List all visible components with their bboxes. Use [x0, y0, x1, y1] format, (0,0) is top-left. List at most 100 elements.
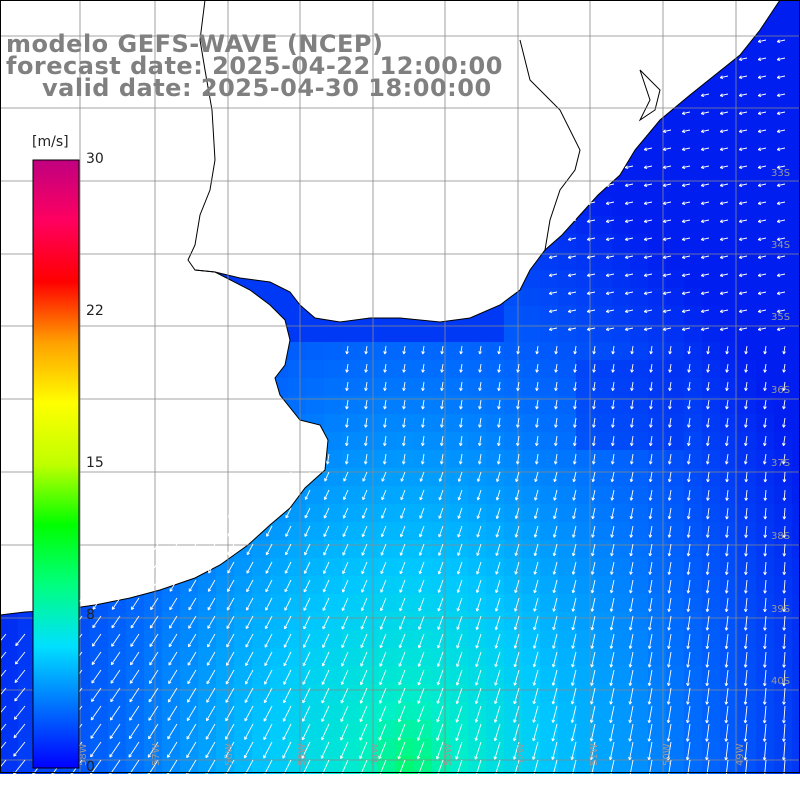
wind-arrow — [571, 651, 577, 668]
field-cell — [558, 576, 576, 594]
field-cell — [396, 684, 414, 702]
wind-arrow — [719, 273, 729, 278]
field-cell — [630, 450, 648, 468]
wind-arrow — [478, 435, 482, 447]
field-cell — [594, 252, 612, 270]
field-cell — [792, 666, 800, 684]
wind-arrow — [609, 723, 615, 742]
wind-arrow — [763, 543, 767, 557]
field-cell — [792, 702, 800, 720]
wind-arrow — [743, 705, 748, 724]
field-cell — [648, 360, 666, 378]
wind-arrow — [686, 525, 691, 538]
wind-arrow — [265, 561, 273, 574]
field-cell — [360, 522, 378, 540]
field-cell — [324, 360, 342, 378]
field-cell — [396, 486, 414, 504]
wind-arrow — [166, 759, 178, 777]
field-cell — [774, 522, 792, 540]
field-cell — [270, 558, 288, 576]
wind-arrow — [648, 507, 653, 520]
wind-arrow — [360, 633, 368, 649]
field-cell — [738, 504, 756, 522]
field-cell — [378, 666, 396, 684]
wind-arrow — [591, 471, 596, 483]
wind-arrow — [757, 291, 767, 296]
field-cell — [684, 432, 702, 450]
wind-arrow — [705, 741, 710, 761]
wind-arrow — [227, 525, 235, 537]
field-cell — [558, 666, 576, 684]
field-cell — [738, 360, 756, 378]
wind-arrow — [724, 741, 729, 761]
wind-arrow — [724, 561, 729, 575]
field-cell — [378, 414, 396, 432]
wind-arrow — [662, 219, 672, 224]
field-cell — [630, 504, 648, 522]
wind-arrow — [285, 489, 292, 500]
field-cell — [504, 468, 522, 486]
wind-arrow — [573, 417, 577, 428]
wind-arrow — [531, 759, 539, 779]
wind-arrow — [687, 399, 691, 410]
field-cell — [792, 288, 800, 306]
wind-arrow — [681, 201, 691, 206]
field-cell — [720, 234, 738, 252]
wind-arrow — [643, 219, 653, 224]
field-cell — [522, 468, 540, 486]
wind-arrow — [668, 363, 672, 373]
wind-arrow — [418, 615, 425, 630]
wind-arrow — [381, 489, 387, 501]
field-cell — [684, 324, 702, 342]
wind-arrow — [666, 687, 672, 705]
wind-arrow — [516, 417, 520, 428]
field-cell — [306, 486, 324, 504]
wind-arrow — [440, 381, 444, 392]
field-cell — [306, 504, 324, 522]
wind-arrow — [554, 381, 558, 392]
field-cell — [594, 360, 612, 378]
field-cell — [288, 558, 306, 576]
wind-arrow — [776, 291, 786, 296]
wind-arrow — [687, 381, 691, 392]
field-cell — [342, 738, 360, 756]
field-cell — [612, 342, 630, 360]
wind-arrow — [608, 741, 615, 761]
field-cell — [612, 414, 630, 432]
wind-arrow — [91, 669, 102, 684]
wind-arrow — [380, 525, 387, 538]
field-cell — [648, 144, 666, 162]
wind-arrow — [495, 507, 501, 519]
field-cell — [468, 468, 486, 486]
field-cell — [666, 144, 684, 162]
wind-arrow — [668, 381, 672, 392]
wind-arrow — [624, 309, 634, 314]
field-cell — [540, 450, 558, 468]
field-cell — [396, 360, 414, 378]
wind-arrow — [757, 165, 767, 170]
wind-arrow — [763, 597, 767, 613]
wind-arrow — [782, 561, 787, 575]
field-cell — [468, 396, 486, 414]
field-cell — [0, 756, 18, 774]
wind-arrow — [282, 759, 292, 778]
wind-arrow — [476, 543, 482, 556]
wind-arrow — [532, 687, 539, 705]
field-cell — [270, 738, 288, 756]
wind-arrow — [420, 453, 425, 465]
field-cell — [162, 666, 180, 684]
field-cell — [774, 702, 792, 720]
wind-arrow — [437, 561, 444, 575]
wind-arrow — [757, 111, 767, 116]
wind-arrow — [497, 381, 501, 392]
wind-arrow — [435, 759, 444, 778]
wind-arrow — [378, 723, 387, 741]
field-cell — [630, 342, 648, 360]
wind-arrow — [643, 165, 653, 170]
wind-arrow — [763, 651, 767, 668]
wind-arrow — [15, 633, 26, 647]
field-cell — [594, 432, 612, 450]
wind-arrow — [322, 579, 330, 593]
wind-arrow — [247, 507, 254, 519]
wind-arrow — [514, 579, 520, 594]
